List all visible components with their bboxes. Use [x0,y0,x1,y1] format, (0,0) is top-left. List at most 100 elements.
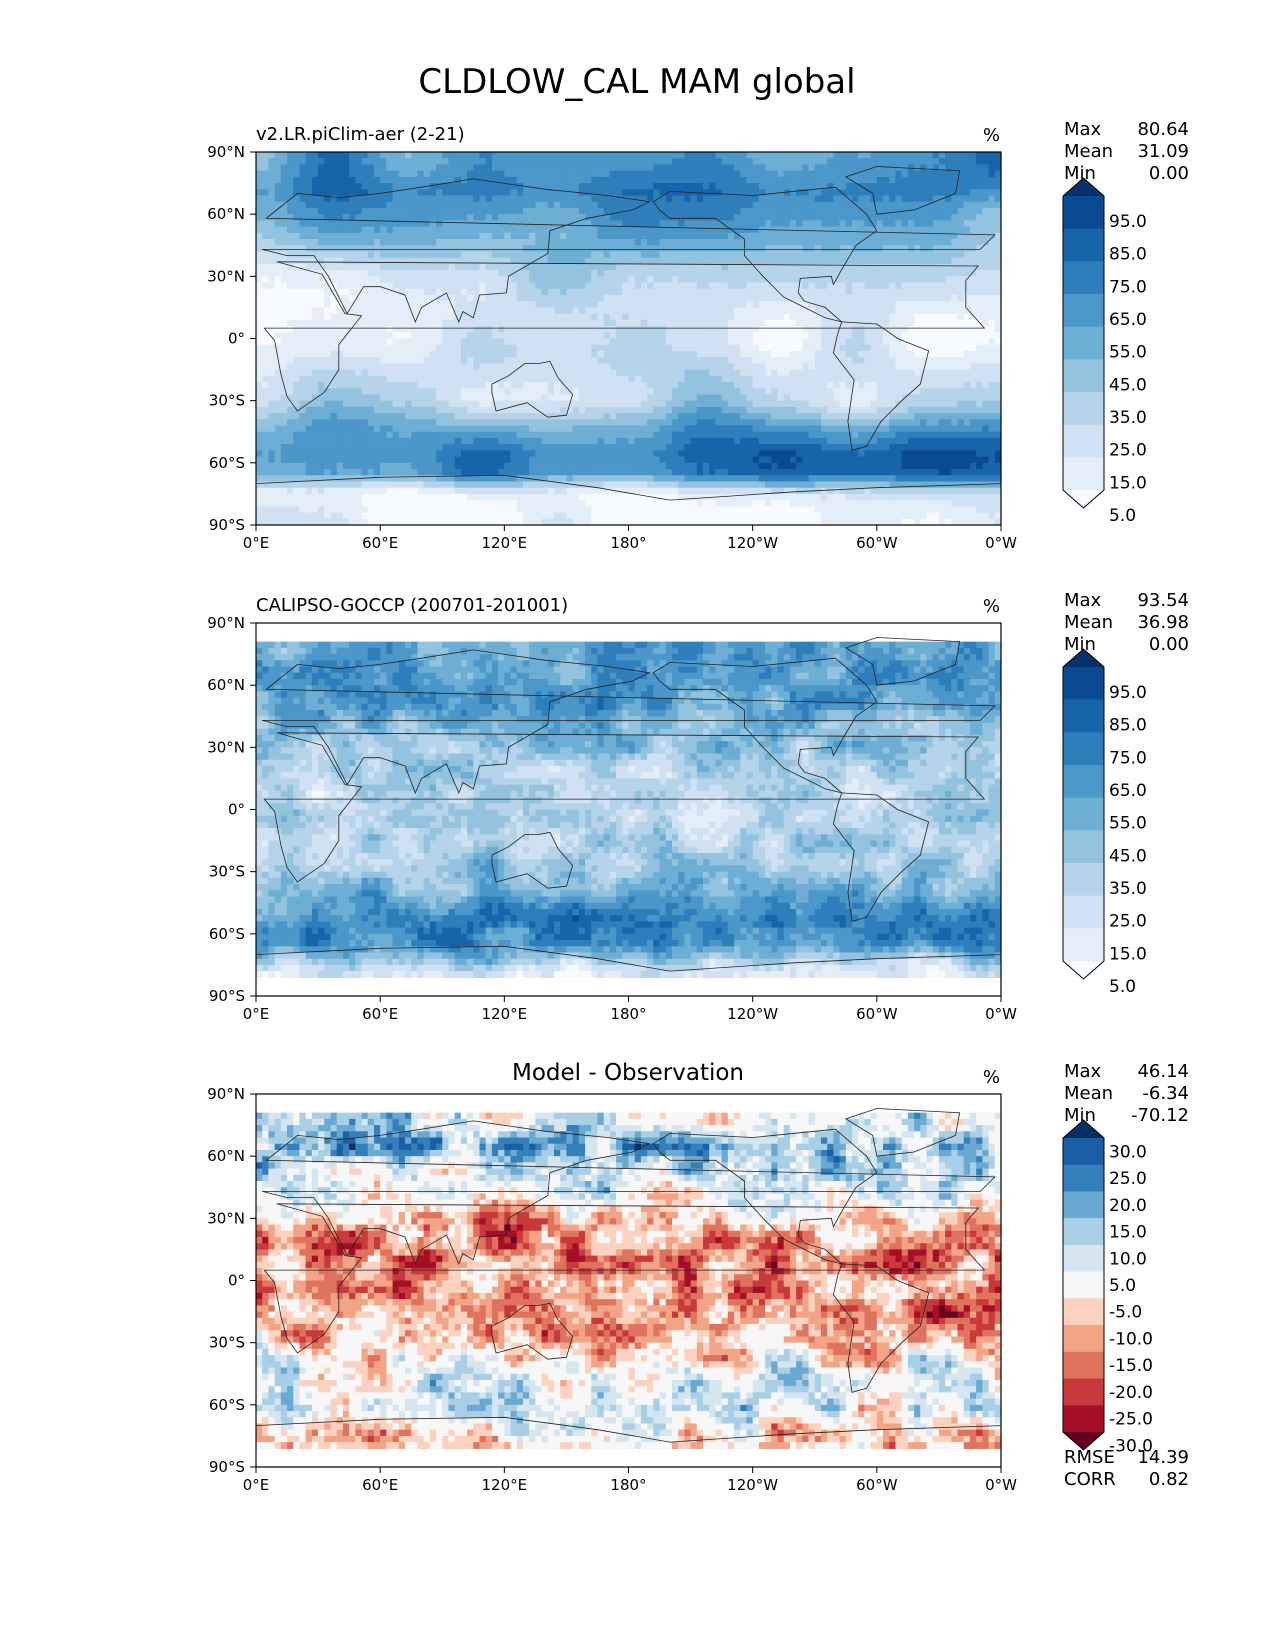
data-cell [951,301,959,309]
data-cell [628,220,636,228]
data-cell [907,226,915,234]
data-cell [417,400,425,408]
data-cell [522,338,530,346]
data-cell [336,375,344,383]
data-cell [299,195,307,203]
data-cell [473,170,481,178]
data-cell [634,319,642,327]
data-cell [926,276,934,284]
data-cell [988,257,996,265]
data-cell [566,170,574,178]
data-cell [771,344,779,352]
data-cell [330,214,338,221]
data-cell [342,183,350,190]
data-cell [380,176,387,184]
data-cell [361,214,369,221]
data-cell [734,152,741,159]
data-cell [696,326,704,333]
data-cell [864,375,872,383]
data-cell [783,288,791,296]
data-cell [789,152,797,159]
data-cell [529,338,536,346]
data-cell [852,363,859,371]
data-cell [355,406,363,414]
data-cell [833,239,841,246]
data-cell [634,350,642,358]
data-cell [578,214,586,221]
data-cell [268,276,276,284]
data-cell [653,332,661,340]
data-cell [367,288,375,296]
data-cell [560,344,568,352]
data-cell [603,189,611,197]
data-cell [529,276,536,284]
data-cell [920,176,928,184]
data-cell [510,282,518,290]
data-cell [479,239,487,246]
data-cell [833,369,841,377]
data-cell [684,251,692,259]
data-cell [889,245,897,253]
data-cell [578,357,586,364]
data-cell [777,400,785,408]
data-cell [547,338,555,346]
data-cell [467,350,474,358]
data-cell [547,294,555,302]
data-cell [907,276,915,284]
data-cell [355,152,363,159]
data-cell [864,189,872,197]
data-cell [392,375,400,383]
data-cell [820,363,828,371]
data-cell [355,226,363,234]
data-cell [349,313,356,321]
data-cell [703,270,710,277]
data-cell [293,245,301,253]
data-cell [411,375,419,383]
data-cell [852,257,859,265]
data-cell [367,183,375,190]
data-cell [491,276,499,284]
data-cell [808,276,816,284]
data-cell [585,357,592,364]
data-cell [349,394,356,402]
data-cell [330,375,338,383]
data-cell [833,189,841,197]
data-cell [703,220,710,228]
data-cell [491,369,499,377]
data-cell [808,158,816,166]
data-cell [678,257,685,265]
data-cell [659,257,667,265]
data-cell [671,288,679,296]
data-cell [796,363,803,371]
data-cell [758,388,766,396]
data-cell [938,338,946,346]
data-cell [665,183,673,190]
data-cell [405,369,412,377]
data-cell [311,220,319,228]
data-cell [678,176,685,184]
data-cell [386,152,394,159]
data-cell [765,338,772,346]
data-cell [914,382,921,389]
data-cell [554,207,561,215]
data-cell [709,158,717,166]
data-cell [547,394,555,402]
data-cell [901,276,909,284]
data-cell [994,207,1001,215]
data-cell [591,357,599,364]
data-cell [951,232,959,240]
data-cell [740,195,748,203]
data-cell [522,170,530,178]
data-cell [876,170,884,178]
data-cell [721,158,729,166]
data-cell [318,263,325,271]
data-cell [609,201,617,209]
data-cell [647,183,654,190]
data-cell [603,313,611,321]
data-cell [311,270,319,277]
data-cell [777,195,785,203]
data-cell [467,152,474,159]
data-cell [510,338,518,346]
data-cell [560,319,568,327]
data-cell [386,375,394,383]
